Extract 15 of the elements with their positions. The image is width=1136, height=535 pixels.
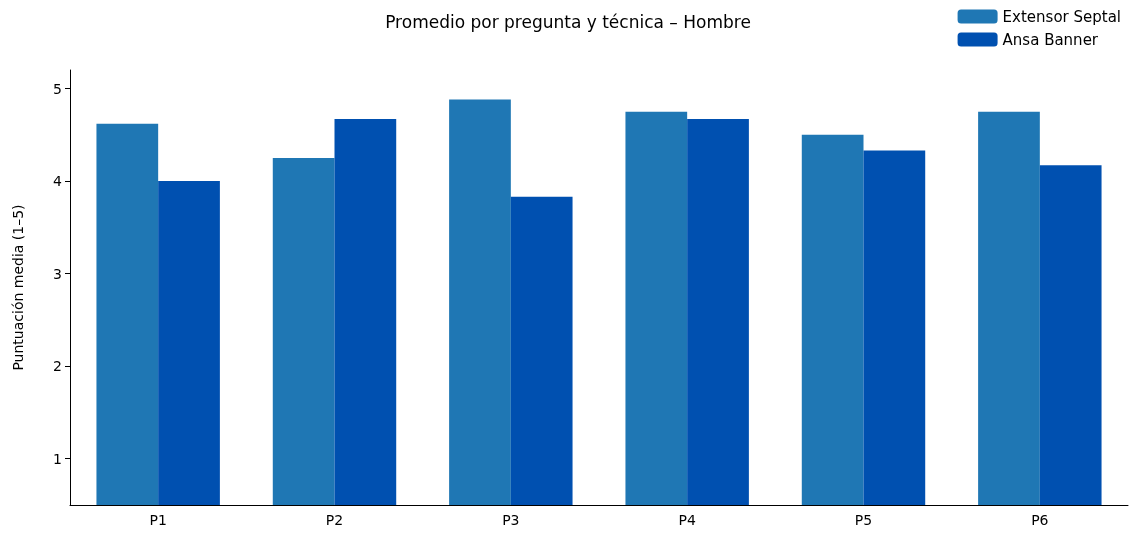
x-tick-label: P5	[854, 512, 873, 528]
y-tick-label: 3	[53, 265, 62, 282]
legend-label: Ansa Banner	[1002, 30, 1099, 49]
y-tick-label: 2	[53, 358, 62, 375]
x-tick-label: P1	[149, 512, 167, 528]
x-tick-label: P2	[325, 512, 344, 528]
x-tick-label: P6	[1031, 512, 1049, 528]
x-tick-label: P4	[678, 512, 696, 528]
chart-title: Promedio por pregunta y técnica – Hombre	[385, 11, 751, 32]
legend-label: Extensor Septal	[1002, 7, 1122, 26]
y-tick-label: 4	[53, 173, 63, 190]
y-axis-title: Puntuación media (1–5)	[10, 204, 26, 371]
x-tick-label: P3	[502, 512, 520, 528]
y-tick-label: 1	[53, 450, 62, 467]
y-tick-label: 5	[53, 80, 62, 97]
